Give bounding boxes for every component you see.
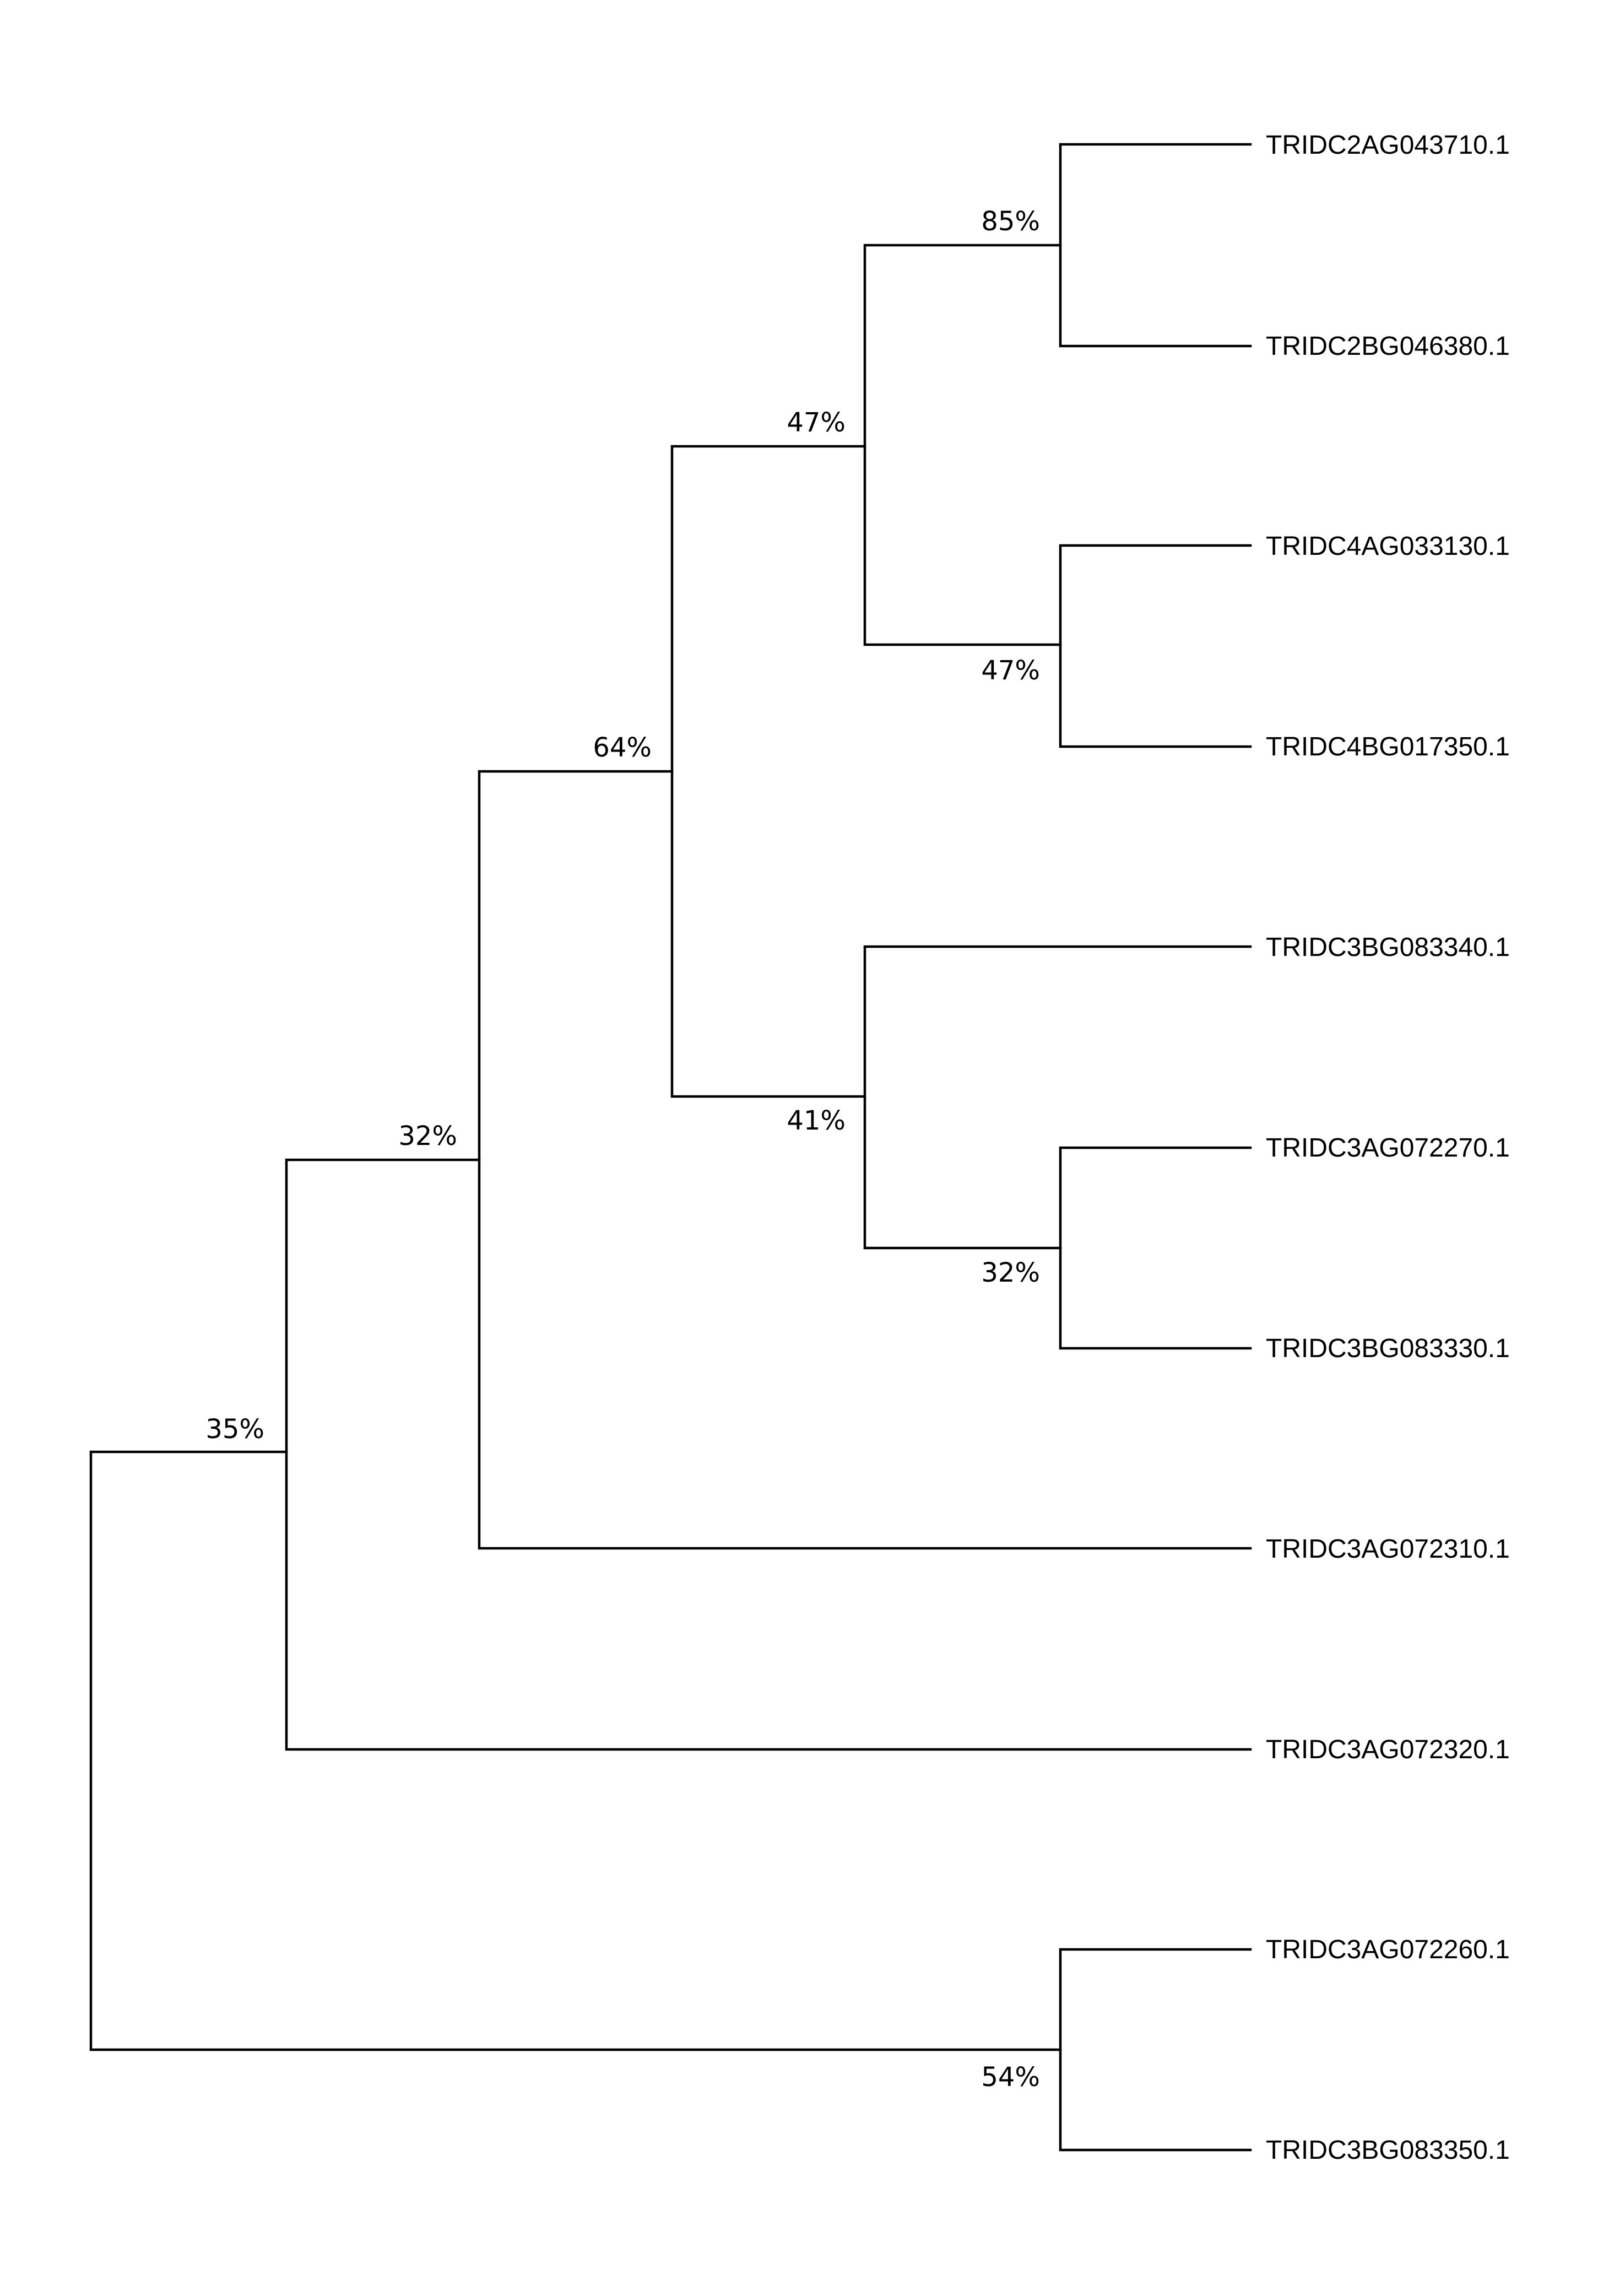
tip-label: TRIDC3BG083340.1: [1266, 933, 1510, 962]
support-labels: 85% 47% 47% 64% 41% 32% 32% 35% 54%: [205, 206, 1040, 2093]
support-label-47-upper: 47%: [787, 407, 846, 438]
tip-label: TRIDC3BG083330.1: [1266, 1334, 1510, 1363]
branch-node-32-outer: [285, 1158, 1252, 1751]
tip-label: TRIDC4BG017350.1: [1266, 732, 1510, 761]
support-label-47-lower: 47%: [981, 655, 1040, 686]
support-label-32-inner: 32%: [981, 1257, 1040, 1288]
tip-label: TRIDC3AG072260.1: [1266, 1935, 1510, 1964]
branch-node-85: [863, 244, 1062, 646]
branch-tip-TRIDC4AG033130: [1059, 544, 1252, 748]
branch-tip-TRIDC3AG072270: [1059, 1146, 1252, 1350]
branch-node-41: [863, 945, 1252, 1250]
tip-label: TRIDC3AG072270.1: [1266, 1133, 1510, 1163]
tip-label: TRIDC3BG083350.1: [1266, 2136, 1510, 2165]
tip-labels: TRIDC2AG043710.1 TRIDC2BG046380.1 TRIDC4…: [1266, 131, 1510, 2165]
tip-label: TRIDC2AG043710.1: [1266, 131, 1510, 160]
support-label-35: 35%: [205, 1414, 264, 1445]
branch-node-64: [478, 770, 1252, 1550]
support-label-64: 64%: [593, 732, 652, 763]
branch-tip-TRIDC3AG072260: [1059, 1948, 1252, 2152]
tip-label: TRIDC4AG033130.1: [1266, 532, 1510, 561]
tip-label: TRIDC3AG072310.1: [1266, 1535, 1510, 1564]
tip-label: TRIDC3AG072320.1: [1266, 1735, 1510, 1764]
branch-tip-TRIDC2AG043710: [1059, 143, 1252, 348]
support-label-54: 54%: [981, 2062, 1040, 2093]
branch-root: [89, 1450, 1062, 2051]
tree-branches: [89, 143, 1252, 2152]
support-label-32-outer: 32%: [398, 1121, 457, 1152]
support-label-85: 85%: [981, 206, 1040, 237]
support-label-41: 41%: [787, 1105, 846, 1136]
tip-label: TRIDC2BG046380.1: [1266, 332, 1510, 361]
branch-node-47-upper: [670, 445, 866, 1098]
